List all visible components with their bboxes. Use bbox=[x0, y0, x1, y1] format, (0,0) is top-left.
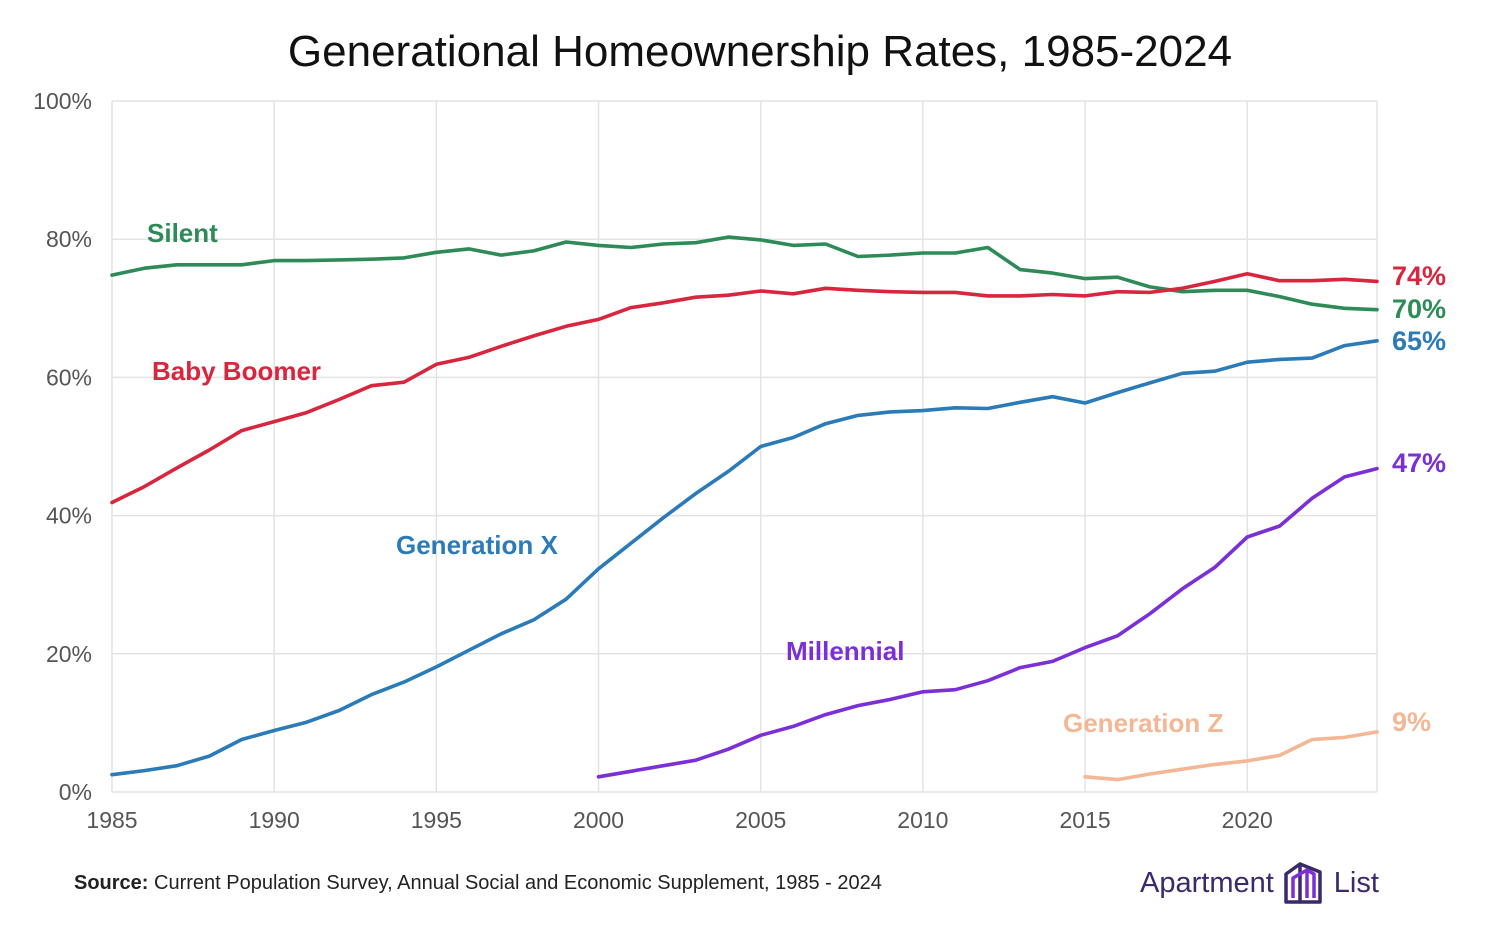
series-line-silent bbox=[110, 235, 1379, 312]
chart-title: Generational Homeownership Rates, 1985-2… bbox=[288, 27, 1232, 76]
x-tick-label: 2020 bbox=[1222, 807, 1273, 833]
end-value-label-generation-z: 9% bbox=[1392, 707, 1431, 737]
x-tick-label: 2000 bbox=[573, 807, 624, 833]
series-line-millennial bbox=[596, 466, 1379, 779]
y-tick-label: 100% bbox=[33, 88, 92, 114]
series-label-generation-x: Generation X bbox=[396, 530, 558, 560]
end-value-label-baby-boomer: 74% bbox=[1392, 261, 1446, 291]
series-label-generation-z: Generation Z bbox=[1063, 708, 1223, 738]
series-lines bbox=[110, 235, 1379, 782]
series-labels: Silent Baby Boomer Generation X Millennial G… bbox=[147, 218, 1223, 738]
end-value-labels: 70%74% 65% 47% 9% bbox=[1392, 261, 1446, 737]
y-tick-label: 20% bbox=[46, 641, 92, 667]
x-tick-label: 1985 bbox=[86, 807, 137, 833]
apartment-list-logo: Apartment List bbox=[1140, 858, 1379, 908]
brand-name-left: Apartment bbox=[1140, 866, 1274, 899]
x-tick-label: 1995 bbox=[411, 807, 462, 833]
series-line-generation-x bbox=[110, 338, 1379, 777]
source-label: Source: bbox=[74, 872, 149, 894]
end-value-label-millennial: 47% bbox=[1392, 448, 1446, 478]
grid bbox=[111, 100, 1378, 793]
x-tick-label: 2010 bbox=[897, 807, 948, 833]
series-label-millennial: Millennial bbox=[786, 636, 904, 666]
series-label-baby-boomer: Baby Boomer bbox=[152, 356, 321, 386]
building-icon bbox=[1284, 862, 1322, 904]
y-tick-label: 0% bbox=[59, 779, 92, 805]
y-tick-label: 60% bbox=[46, 364, 92, 390]
x-tick-label: 2005 bbox=[735, 807, 786, 833]
end-value-label-silent: 70% bbox=[1392, 294, 1446, 324]
series-line-baby-boomer bbox=[110, 271, 1379, 505]
x-tick-label: 1990 bbox=[249, 807, 300, 833]
source-note: Source: Current Population Survey, Annua… bbox=[74, 872, 882, 895]
x-axis-ticks: 1985 1990 1995 2000 2005 2010 2015 2020 bbox=[86, 807, 1272, 833]
series-line-generation-z bbox=[1083, 730, 1379, 782]
brand-name-right: List bbox=[1333, 866, 1379, 899]
y-axis-ticks: 0% 20% 40% 60% 80% 100% bbox=[33, 88, 92, 805]
x-tick-label: 2015 bbox=[1059, 807, 1110, 833]
end-value-label-generation-x: 65% bbox=[1392, 326, 1446, 356]
y-tick-label: 40% bbox=[46, 503, 92, 529]
source-text: Current Population Survey, Annual Social… bbox=[148, 872, 882, 894]
series-label-silent: Silent bbox=[147, 218, 218, 248]
y-tick-label: 80% bbox=[46, 226, 92, 252]
